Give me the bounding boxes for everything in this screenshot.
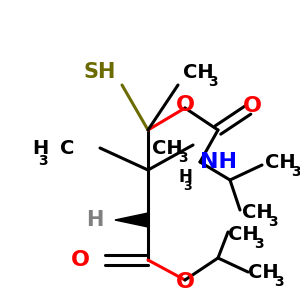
Text: SH: SH	[84, 62, 116, 82]
Text: H: H	[86, 210, 104, 230]
Text: CH: CH	[152, 139, 183, 158]
Text: O: O	[70, 250, 89, 270]
Text: 3: 3	[254, 237, 264, 251]
Text: 3: 3	[268, 215, 278, 229]
Text: CH: CH	[265, 152, 296, 172]
Text: H: H	[32, 139, 48, 158]
Polygon shape	[115, 213, 148, 227]
Text: O: O	[242, 96, 262, 116]
Text: CH: CH	[242, 202, 273, 221]
Text: 3: 3	[178, 151, 188, 165]
Text: NH: NH	[200, 152, 237, 172]
Text: 3: 3	[38, 154, 48, 168]
Text: CH: CH	[248, 262, 279, 281]
Text: O: O	[176, 95, 194, 115]
Text: H: H	[178, 168, 192, 186]
Text: 3: 3	[291, 165, 300, 179]
Text: O: O	[176, 272, 194, 292]
Text: 3: 3	[274, 275, 284, 289]
Text: 3: 3	[183, 181, 192, 194]
Text: 3: 3	[208, 75, 218, 89]
Text: CH: CH	[183, 62, 214, 82]
Text: CH: CH	[228, 224, 259, 244]
Text: C: C	[60, 139, 74, 158]
